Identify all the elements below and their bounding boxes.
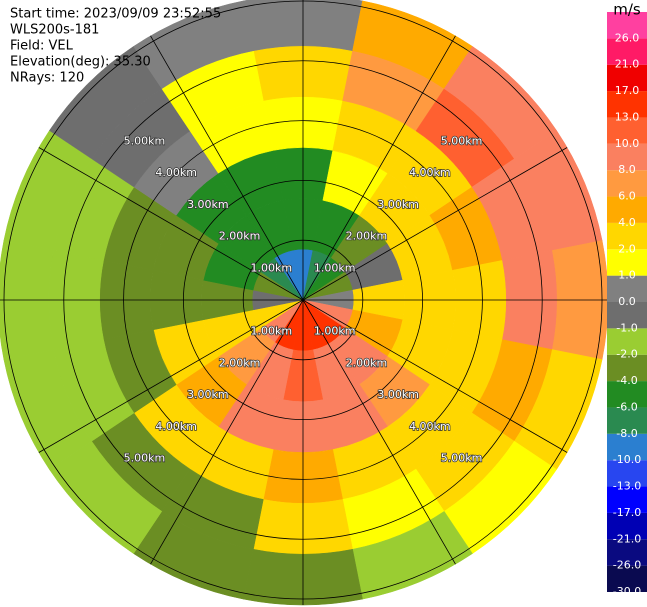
colorbar-segment <box>607 433 647 461</box>
info-text: Elevation(deg): 35.30 <box>10 55 151 70</box>
colorbar-tick-label: 1.0 <box>618 269 636 282</box>
info-text: Field: VEL <box>10 39 74 54</box>
range-label: 5.00km <box>441 452 483 465</box>
colorbar-segment <box>607 64 647 92</box>
info-text: Start time: 2023/09/09 23:52:55 <box>10 7 221 22</box>
colorbar-segment <box>607 302 647 329</box>
colorbar-tick-label: -8.0 <box>616 427 637 440</box>
range-label: 2.00km <box>219 356 261 369</box>
spoke <box>302 147 568 301</box>
range-ring <box>123 120 483 480</box>
spoke <box>38 147 304 301</box>
colorbar-segment <box>607 354 647 382</box>
range-label: 5.00km <box>124 452 166 465</box>
colorbar-segment <box>607 275 647 302</box>
range-label: 1.00km <box>250 261 292 274</box>
range-label: 1.00km <box>250 325 292 338</box>
colorbar-segment <box>607 486 647 513</box>
range-ring <box>242 239 364 361</box>
spoke <box>302 35 456 301</box>
colorbar-tick-label: -6.0 <box>616 400 637 413</box>
colorbar-segment <box>607 170 647 197</box>
colorbar-segment <box>607 38 647 65</box>
colorbar-tick-label: -30.0 <box>613 585 641 598</box>
range-label: 1.00km <box>314 261 356 274</box>
range-label: 4.00km <box>409 166 451 179</box>
colorbar-tick-label: -21.0 <box>613 532 641 545</box>
range-ring <box>63 60 543 540</box>
colorbar-tick-label: -4.0 <box>616 374 637 387</box>
info-text: WLS200s-181 <box>10 23 99 38</box>
colorbar-tick-label: -26.0 <box>613 559 641 572</box>
range-label: 3.00km <box>187 388 229 401</box>
range-label: 1.00km <box>314 325 356 338</box>
colorbar-segment <box>607 12 647 39</box>
colorbar-segment <box>607 460 647 487</box>
range-label: 5.00km <box>124 134 166 147</box>
colorbar-segment <box>607 407 647 434</box>
spoke <box>38 299 304 453</box>
colorbar-segment <box>607 512 647 540</box>
colorbar-tick-label: 4.0 <box>618 216 636 229</box>
colorbar-tick-label: 26.0 <box>615 31 640 44</box>
range-label: 3.00km <box>377 198 419 211</box>
colorbar-tick-label: -10.0 <box>613 453 641 466</box>
spoke <box>302 299 456 565</box>
range-label: 4.00km <box>409 420 451 433</box>
spoke <box>150 35 304 301</box>
colorbar-tick-label: 21.0 <box>615 58 640 71</box>
colorbar-tick-label: 10.0 <box>615 137 640 150</box>
range-label: 4.00km <box>155 166 197 179</box>
colorbar-tick-label: 17.0 <box>615 84 640 97</box>
colorbar-segment <box>607 91 647 118</box>
colorbar-segment <box>607 539 647 566</box>
range-label: 2.00km <box>346 356 388 369</box>
range-label: 4.00km <box>155 420 197 433</box>
colorbar-segment <box>607 222 647 250</box>
velocity-cell <box>133 0 254 90</box>
range-label: 5.00km <box>441 134 483 147</box>
colorbar-segment <box>607 117 647 144</box>
range-label: 3.00km <box>377 388 419 401</box>
colorbar-tick-label: -17.0 <box>613 506 641 519</box>
spoke <box>150 299 304 565</box>
colorbar-tick-label: 8.0 <box>618 163 636 176</box>
colorbar-segment <box>607 328 647 355</box>
colorbar-tick-label: -1.0 <box>616 321 637 334</box>
colorbar-tick-label: 2.0 <box>618 242 636 255</box>
range-ring <box>182 179 424 421</box>
colorbar-tick-label: 0.0 <box>618 295 636 308</box>
colorbar-tick-label: 13.0 <box>615 110 640 123</box>
colorbar-tick-label: -13.0 <box>613 480 641 493</box>
colorbar-segment <box>607 249 647 276</box>
colorbar-segment <box>607 565 647 592</box>
spoke <box>302 299 568 453</box>
range-label: 2.00km <box>346 230 388 243</box>
colorbar-segment <box>607 143 647 171</box>
colorbar-tick-label: -2.0 <box>616 348 637 361</box>
range-label: 2.00km <box>219 230 261 243</box>
info-text: NRays: 120 <box>10 71 84 86</box>
colorbar-segment <box>607 381 647 408</box>
colorbar-title: m/s <box>613 1 641 19</box>
range-label: 3.00km <box>187 198 229 211</box>
range-ring <box>3 0 603 600</box>
colorbar-segment <box>607 196 647 223</box>
colorbar-tick-label: 6.0 <box>618 190 636 203</box>
